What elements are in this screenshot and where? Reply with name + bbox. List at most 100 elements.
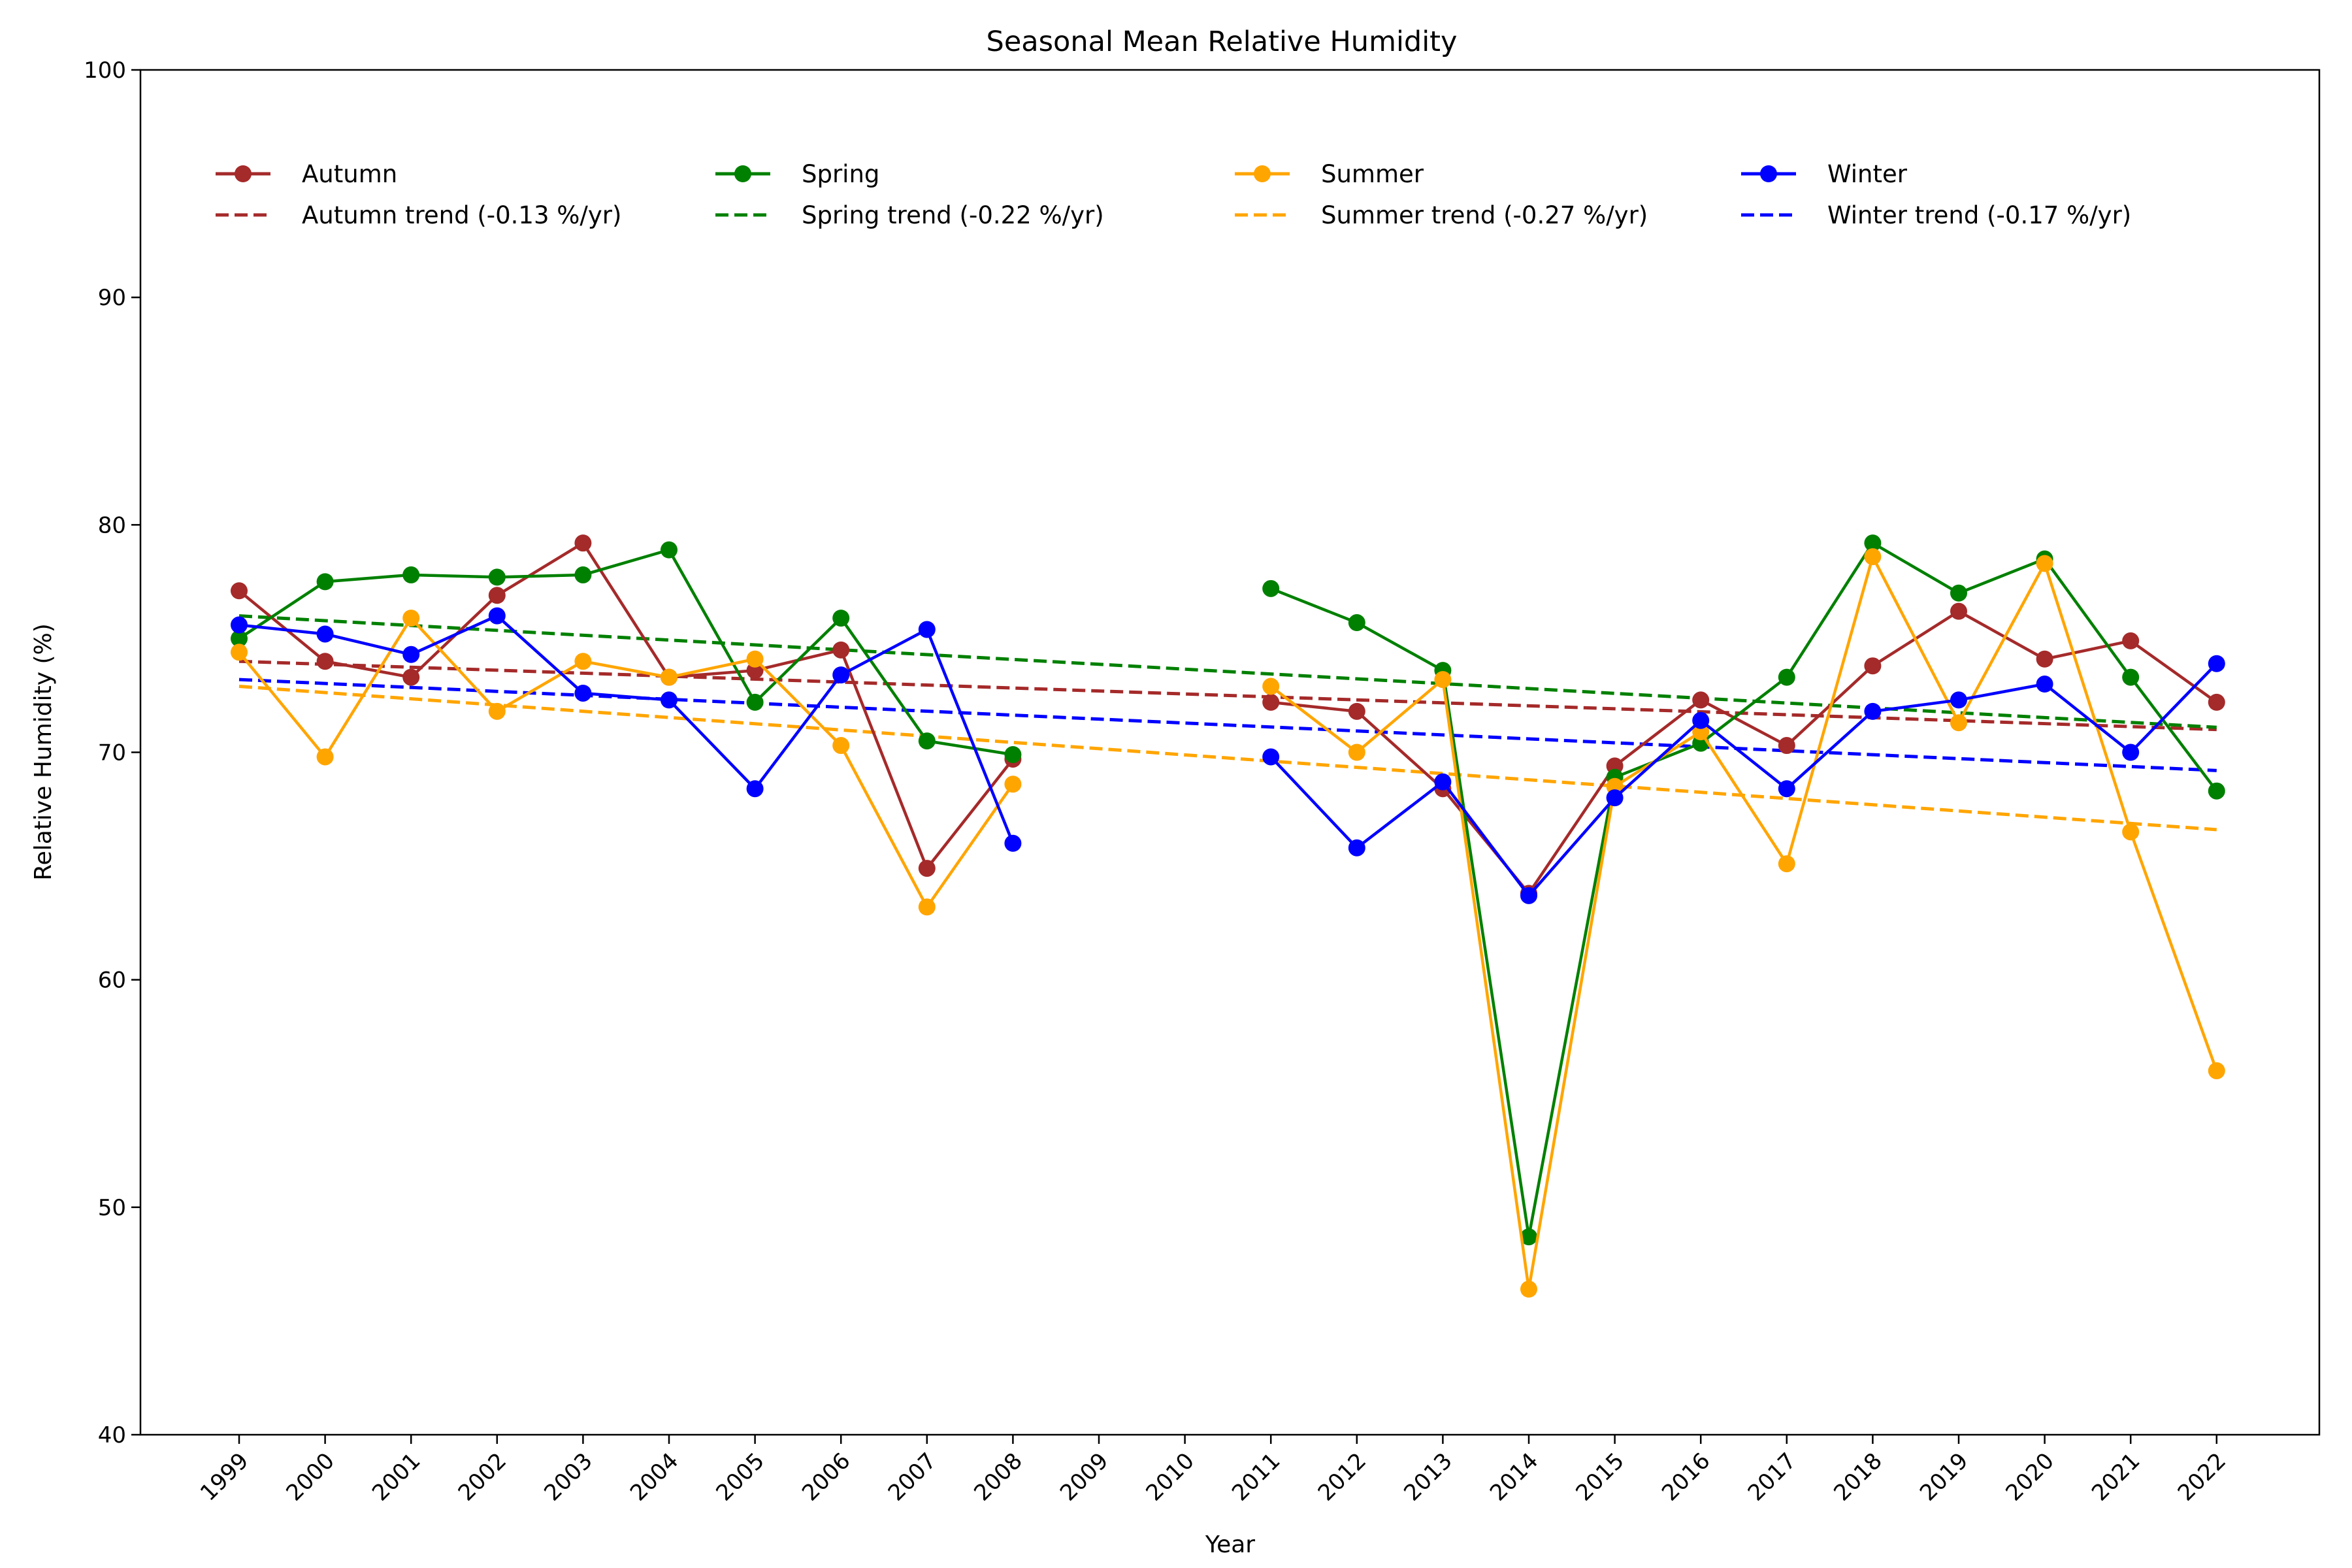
data-point-spring <box>316 573 334 591</box>
data-point-winter <box>832 666 850 684</box>
data-point-autumn <box>1778 737 1795 755</box>
data-point-summer <box>1434 671 1452 689</box>
data-point-autumn <box>1262 693 1280 711</box>
series-line-winter <box>238 614 1015 844</box>
series-line-autumn <box>238 541 1015 870</box>
data-point-spring <box>1950 584 1967 602</box>
data-point-summer <box>1348 743 1365 761</box>
data-point-winter <box>1692 711 1710 729</box>
legend-swatch-marker <box>1254 165 1271 182</box>
data-point-winter <box>1262 748 1280 766</box>
data-point-winter <box>2036 676 2053 693</box>
data-point-winter <box>574 684 592 702</box>
data-point-autumn <box>316 653 334 670</box>
series-line-summer <box>238 616 1015 909</box>
data-point-autumn <box>574 534 592 552</box>
data-point-spring <box>2122 668 2140 686</box>
data-point-autumn <box>918 860 936 877</box>
data-point-winter <box>746 780 764 798</box>
data-point-spring <box>402 566 420 583</box>
data-point-winter <box>1950 691 1967 709</box>
legend-label: Winter <box>1827 160 1908 188</box>
legend-label: Spring trend (-0.22 %/yr) <box>802 201 1104 229</box>
data-point-autumn <box>488 587 506 604</box>
data-point-summer <box>574 653 592 670</box>
data-point-spring <box>1262 580 1280 597</box>
series-line-winter <box>1269 662 2218 898</box>
data-point-summer <box>1864 548 1882 566</box>
data-point-winter <box>2122 743 2140 761</box>
legend-swatch-marker <box>734 165 751 182</box>
data-point-autumn <box>2122 632 2140 649</box>
trend-line-winter <box>238 678 2217 772</box>
y-axis-label: Relative Humidity (%) <box>30 623 57 881</box>
data-point-autumn <box>2208 693 2225 711</box>
data-point-summer <box>1778 855 1795 873</box>
legend-label: Spring <box>802 160 879 188</box>
data-point-spring <box>746 693 764 711</box>
data-point-winter <box>1348 839 1365 857</box>
data-point-spring <box>2208 782 2225 800</box>
data-point-summer <box>1262 678 1280 695</box>
data-point-winter <box>402 645 420 663</box>
data-point-winter <box>1520 887 1537 904</box>
legend-label: Autumn <box>302 160 397 188</box>
x-axis-label: Year <box>1205 1531 1255 1558</box>
data-point-autumn <box>2036 650 2053 668</box>
legend-swatch-marker <box>235 165 252 182</box>
data-point-summer <box>488 702 506 720</box>
data-point-spring <box>832 610 850 627</box>
data-point-spring <box>488 568 506 586</box>
data-point-autumn <box>1348 702 1365 720</box>
y-tick-label: 40 <box>98 1422 126 1448</box>
data-point-summer <box>402 610 420 627</box>
series-line-autumn <box>1270 610 2218 895</box>
data-point-winter <box>1864 702 1882 720</box>
data-point-winter <box>2208 655 2225 672</box>
data-point-summer <box>231 644 248 661</box>
data-point-winter <box>488 607 506 625</box>
data-point-spring <box>1778 668 1795 686</box>
data-point-autumn <box>1864 657 1882 675</box>
data-point-autumn <box>1692 691 1710 709</box>
legend: Autumn Autumn trend (-0.13 %/yr) Spring Spr… <box>216 160 2131 229</box>
trend-line-autumn <box>238 659 2217 732</box>
series-line-spring <box>1270 541 2218 1239</box>
legend-swatch-marker <box>1760 165 1777 182</box>
data-point-winter <box>1004 834 1022 852</box>
y-tick-label: 50 <box>98 1195 126 1221</box>
legend-label: Winter trend (-0.17 %/yr) <box>1827 201 2131 229</box>
data-point-winter <box>1606 789 1624 807</box>
data-point-summer <box>918 898 936 916</box>
plot-area <box>231 534 2225 1298</box>
y-tick-label: 60 <box>98 968 126 994</box>
data-point-summer <box>1520 1281 1537 1298</box>
y-axis: 40 50 60 70 80 90 100 <box>84 57 140 1448</box>
data-point-summer <box>661 668 678 686</box>
y-tick-label: 80 <box>98 512 126 538</box>
legend-label: Autumn trend (-0.13 %/yr) <box>302 201 621 229</box>
data-point-summer <box>1950 714 1967 732</box>
legend-label: Summer trend (-0.27 %/yr) <box>1321 201 1648 229</box>
y-tick-label: 100 <box>84 57 126 84</box>
chart-title: Seasonal Mean Relative Humidity <box>987 25 1458 58</box>
data-point-spring <box>231 630 248 647</box>
data-point-spring <box>918 732 936 750</box>
legend-label: Summer <box>1321 160 1424 188</box>
data-point-spring <box>661 541 678 559</box>
trend-line-summer <box>238 685 2217 832</box>
y-tick-label: 70 <box>98 740 126 766</box>
data-point-winter <box>1434 773 1452 791</box>
data-point-autumn <box>402 668 420 686</box>
data-point-spring <box>1004 745 1022 763</box>
series-line-spring <box>238 548 1013 757</box>
data-point-spring <box>1864 534 1882 552</box>
data-point-summer <box>832 737 850 755</box>
data-point-summer <box>2122 823 2140 841</box>
data-point-winter <box>316 625 334 643</box>
y-tick-label: 90 <box>98 285 126 311</box>
data-point-autumn <box>832 641 850 659</box>
data-point-winter <box>661 691 678 709</box>
